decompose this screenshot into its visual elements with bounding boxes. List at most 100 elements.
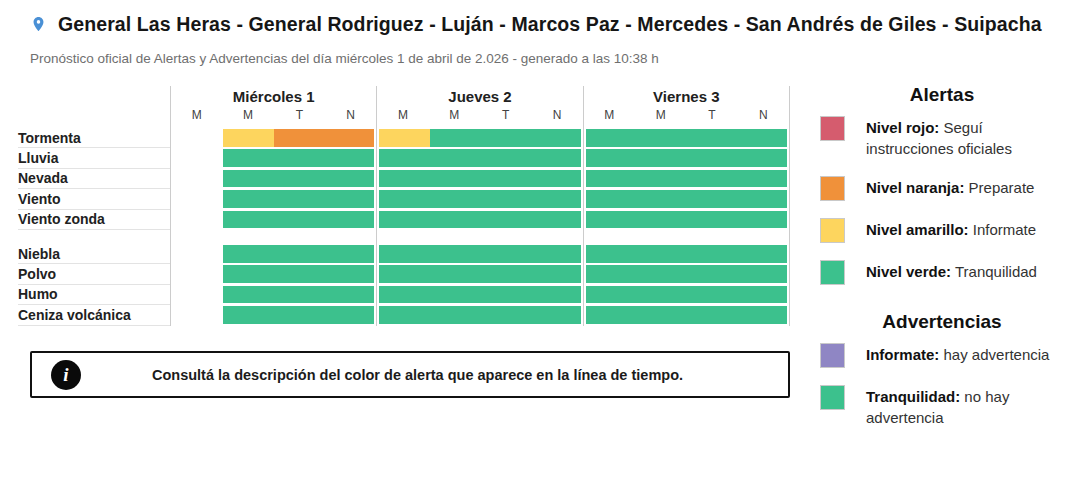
timeline-cell-green[interactable] — [324, 245, 374, 263]
timeline-cell-green[interactable] — [530, 245, 580, 263]
timeline-cell-green[interactable] — [274, 149, 324, 167]
timeline-cell-green[interactable] — [324, 211, 374, 229]
timeline-cell-green[interactable] — [480, 286, 530, 304]
timeline-cell-green[interactable] — [737, 245, 787, 263]
timeline-cell-none[interactable] — [173, 245, 223, 263]
timeline-cell-green[interactable] — [430, 245, 480, 263]
timeline-cell-green[interactable] — [379, 306, 429, 324]
timeline-cell-green[interactable] — [586, 149, 636, 167]
timeline-cell-green[interactable] — [480, 149, 530, 167]
timeline-cell-green[interactable] — [586, 245, 636, 263]
timeline-cell-none[interactable] — [173, 149, 223, 167]
timeline-cell-green[interactable] — [480, 170, 530, 188]
timeline-cell-green[interactable] — [430, 129, 480, 147]
timeline-cell-green[interactable] — [530, 149, 580, 167]
timeline-cell-green[interactable] — [586, 306, 636, 324]
timeline-cell-green[interactable] — [636, 129, 686, 147]
timeline-cell-none[interactable] — [173, 306, 223, 324]
timeline-cell-green[interactable] — [530, 211, 580, 229]
timeline-cell-green[interactable] — [530, 286, 580, 304]
timeline-cell-green[interactable] — [586, 265, 636, 283]
timeline-cell-green[interactable] — [379, 149, 429, 167]
timeline-cell-green[interactable] — [430, 306, 480, 324]
timeline-cell-green[interactable] — [379, 245, 429, 263]
timeline-cell-green[interactable] — [480, 211, 530, 229]
timeline-cell-yellow[interactable] — [379, 129, 429, 147]
timeline-cell-green[interactable] — [586, 211, 636, 229]
timeline-cell-none[interactable] — [173, 129, 223, 147]
timeline-cell-green[interactable] — [586, 190, 636, 208]
timeline-cell-green[interactable] — [223, 211, 273, 229]
timeline-cell-green[interactable] — [636, 170, 686, 188]
timeline-cell-green[interactable] — [430, 170, 480, 188]
timeline-cell-green[interactable] — [223, 170, 273, 188]
timeline-cell-none[interactable] — [173, 286, 223, 304]
timeline-cell-green[interactable] — [324, 306, 374, 324]
timeline-cell-green[interactable] — [686, 306, 736, 324]
timeline-cell-green[interactable] — [274, 286, 324, 304]
timeline-cell-green[interactable] — [737, 190, 787, 208]
timeline-cell-green[interactable] — [430, 265, 480, 283]
timeline-cell-green[interactable] — [636, 149, 686, 167]
timeline-cell-green[interactable] — [274, 170, 324, 188]
timeline-cell-none[interactable] — [173, 265, 223, 283]
timeline-cell-green[interactable] — [274, 190, 324, 208]
timeline-cell-green[interactable] — [686, 265, 736, 283]
timeline-cell-green[interactable] — [223, 245, 273, 263]
timeline-cell-green[interactable] — [379, 265, 429, 283]
timeline-cell-green[interactable] — [480, 129, 530, 147]
timeline-cell-green[interactable] — [274, 265, 324, 283]
timeline-cell-orange[interactable] — [274, 129, 324, 147]
timeline-cell-green[interactable] — [686, 286, 736, 304]
timeline-cell-green[interactable] — [530, 265, 580, 283]
timeline-cell-green[interactable] — [324, 170, 374, 188]
timeline-cell-green[interactable] — [430, 149, 480, 167]
timeline-cell-green[interactable] — [636, 211, 686, 229]
timeline-cell-green[interactable] — [223, 190, 273, 208]
timeline-cell-green[interactable] — [686, 149, 736, 167]
timeline-cell-green[interactable] — [223, 265, 273, 283]
timeline-cell-green[interactable] — [480, 245, 530, 263]
timeline-cell-green[interactable] — [223, 149, 273, 167]
timeline-cell-green[interactable] — [636, 245, 686, 263]
timeline-cell-none[interactable] — [173, 190, 223, 208]
timeline-cell-green[interactable] — [586, 129, 636, 147]
timeline-cell-green[interactable] — [530, 190, 580, 208]
timeline-cell-green[interactable] — [686, 190, 736, 208]
timeline-cell-none[interactable] — [173, 211, 223, 229]
timeline-cell-green[interactable] — [737, 306, 787, 324]
timeline-cell-green[interactable] — [737, 211, 787, 229]
timeline-cell-green[interactable] — [324, 265, 374, 283]
timeline-cell-green[interactable] — [737, 265, 787, 283]
timeline-cell-green[interactable] — [686, 211, 736, 229]
timeline-cell-green[interactable] — [530, 170, 580, 188]
timeline-cell-green[interactable] — [686, 245, 736, 263]
timeline-cell-green[interactable] — [586, 170, 636, 188]
timeline-cell-yellow[interactable] — [223, 129, 273, 147]
timeline-cell-green[interactable] — [379, 190, 429, 208]
timeline-cell-green[interactable] — [324, 190, 374, 208]
timeline-cell-orange[interactable] — [324, 129, 374, 147]
timeline-cell-green[interactable] — [480, 306, 530, 324]
timeline-cell-green[interactable] — [324, 149, 374, 167]
timeline-cell-green[interactable] — [274, 211, 324, 229]
timeline-cell-green[interactable] — [737, 286, 787, 304]
timeline-cell-green[interactable] — [430, 286, 480, 304]
timeline-cell-green[interactable] — [636, 265, 686, 283]
timeline-cell-green[interactable] — [586, 286, 636, 304]
timeline-cell-green[interactable] — [636, 190, 686, 208]
timeline-cell-green[interactable] — [686, 170, 736, 188]
timeline-cell-green[interactable] — [480, 190, 530, 208]
timeline-cell-green[interactable] — [379, 211, 429, 229]
timeline-cell-none[interactable] — [173, 170, 223, 188]
timeline-cell-green[interactable] — [737, 170, 787, 188]
timeline-cell-green[interactable] — [430, 190, 480, 208]
timeline-cell-green[interactable] — [636, 306, 686, 324]
timeline-cell-green[interactable] — [223, 286, 273, 304]
timeline-cell-green[interactable] — [379, 286, 429, 304]
timeline-cell-green[interactable] — [636, 286, 686, 304]
timeline-cell-green[interactable] — [530, 306, 580, 324]
timeline-cell-green[interactable] — [324, 286, 374, 304]
timeline-cell-green[interactable] — [480, 265, 530, 283]
timeline-cell-green[interactable] — [530, 129, 580, 147]
